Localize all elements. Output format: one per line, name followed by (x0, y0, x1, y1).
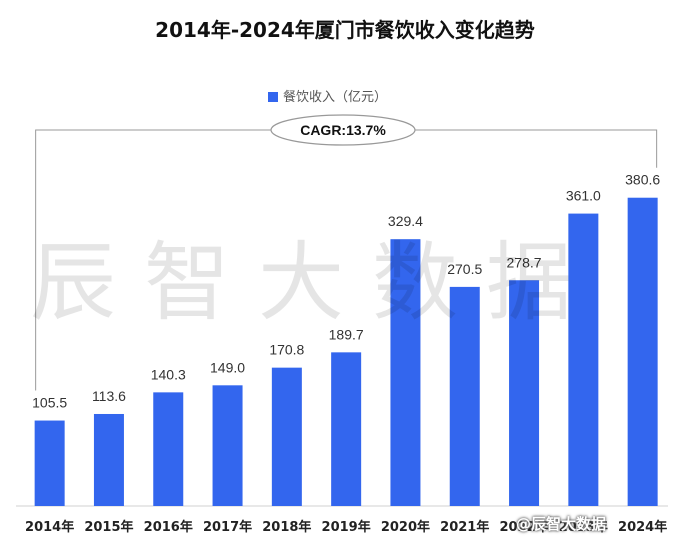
x-tick-label: 2016年 (144, 519, 193, 535)
footer-watermark: @辰智大数据 (516, 515, 607, 533)
bar (212, 385, 243, 506)
x-tick-label: 2018年 (262, 519, 311, 535)
data-label: 113.6 (92, 388, 126, 404)
bar (627, 197, 658, 507)
cagr-bracket-left (35, 129, 271, 391)
bar (331, 352, 362, 506)
chart-title: 2014年-2024年厦门市餐饮收入变化趋势 (155, 18, 535, 42)
cagr-bracket-right (415, 129, 658, 168)
x-tick-label: 2014年 (25, 519, 74, 535)
x-tick-label: 2020年 (381, 519, 430, 535)
x-tick-label: 2023年 (559, 519, 608, 535)
x-tick-label: 2015年 (84, 519, 133, 535)
legend-label: 餐饮收入（亿元） (283, 89, 387, 105)
bar (509, 280, 540, 506)
data-label: 189.7 (329, 326, 364, 342)
data-label: 105.5 (32, 395, 67, 411)
data-label: 140.3 (151, 366, 186, 382)
bar (390, 239, 421, 506)
bar (93, 413, 124, 506)
data-label: 170.8 (269, 342, 304, 358)
data-label: 329.4 (388, 213, 423, 229)
bar (271, 367, 302, 506)
bar (34, 420, 65, 506)
data-label: 380.6 (625, 172, 660, 188)
bar (153, 392, 184, 506)
cagr-oval (270, 114, 416, 146)
watermark-text: 辰智大数据 (30, 233, 600, 333)
x-tick-label: 2019年 (322, 519, 371, 535)
x-tick-label: 2017年 (203, 519, 252, 535)
bar (568, 213, 599, 506)
cagr-annotation: CAGR:13.7% (300, 122, 386, 138)
x-tick-label: 2024年 (618, 519, 667, 535)
bar (449, 286, 480, 506)
data-label: 361.0 (566, 188, 601, 204)
data-label: 278.7 (507, 254, 542, 270)
data-label: 270.5 (447, 261, 482, 277)
x-tick-label: 2021年 (440, 519, 489, 535)
legend-swatch (268, 92, 278, 102)
x-tick-label: 2022年 (499, 519, 548, 535)
data-label: 149.0 (210, 359, 245, 375)
